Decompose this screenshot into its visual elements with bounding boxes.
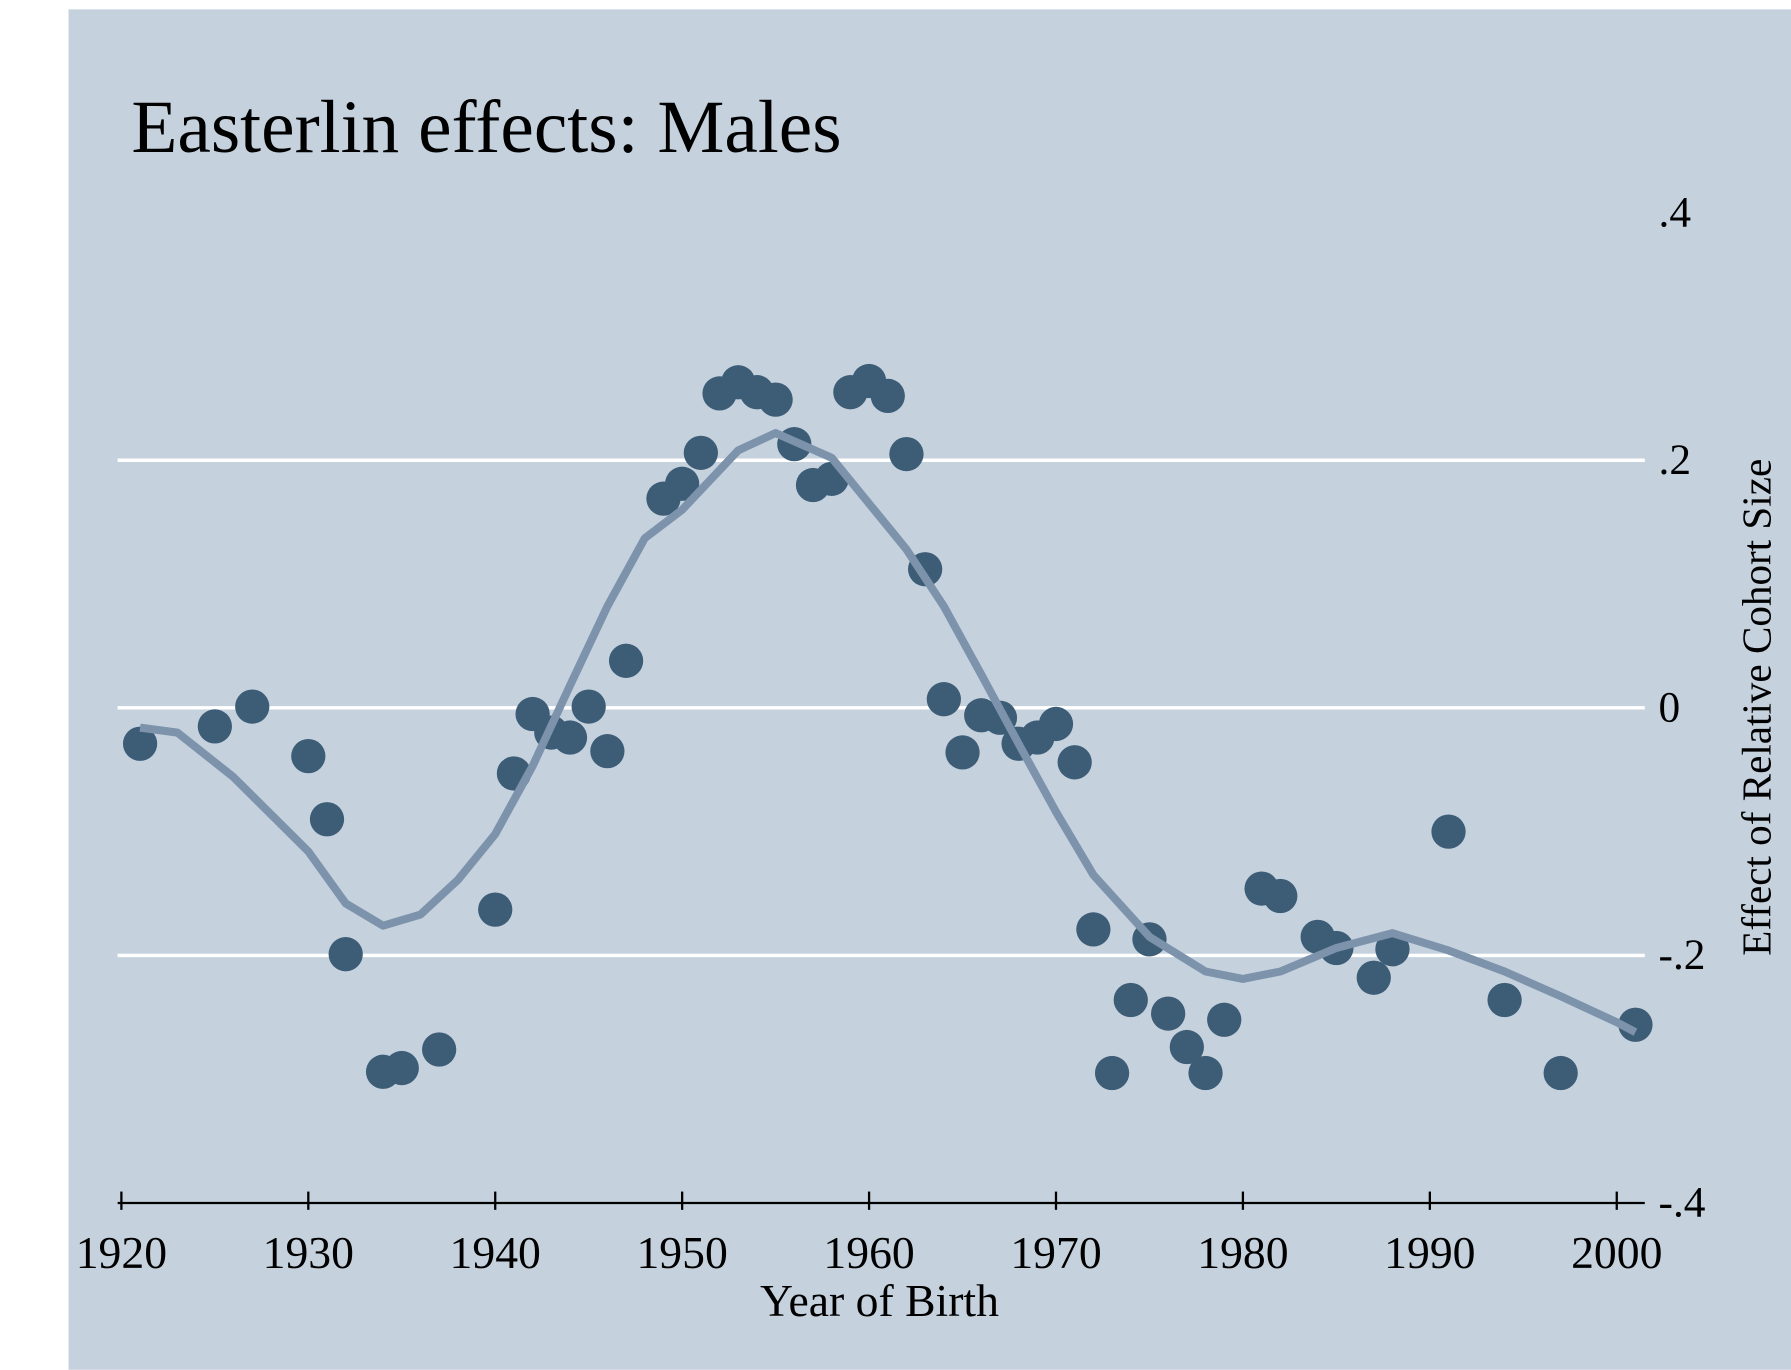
chart-title: Easterlin effects: Males xyxy=(131,86,841,169)
point xyxy=(1356,960,1391,995)
point xyxy=(608,643,644,678)
point xyxy=(1431,814,1466,849)
x-tick-label: 2000 xyxy=(1571,1227,1662,1278)
point xyxy=(122,726,158,761)
point xyxy=(197,709,232,744)
point xyxy=(1151,996,1186,1031)
x-tick-label: 1930 xyxy=(263,1227,354,1278)
x-tick-label: 1980 xyxy=(1197,1227,1288,1278)
point xyxy=(291,738,326,774)
point xyxy=(590,734,625,769)
x-tick-label: 1940 xyxy=(450,1227,541,1278)
x-axis-title: Year of Birth xyxy=(760,1275,999,1326)
point xyxy=(758,382,793,417)
y-tick-label: -.4 xyxy=(1659,1179,1706,1227)
x-tick-label: 1970 xyxy=(1010,1227,1101,1278)
point xyxy=(1487,982,1522,1018)
point xyxy=(1057,745,1092,780)
point xyxy=(552,720,588,755)
point xyxy=(1207,1002,1242,1037)
point xyxy=(1076,912,1111,947)
point xyxy=(384,1050,419,1086)
point xyxy=(1618,1007,1653,1042)
point xyxy=(309,802,345,837)
point xyxy=(665,466,700,501)
x-tick-label: 1920 xyxy=(76,1227,167,1278)
point xyxy=(1188,1055,1223,1091)
y-tick-label: 0 xyxy=(1659,684,1681,732)
point xyxy=(1263,878,1298,914)
point xyxy=(683,435,718,470)
point xyxy=(1375,932,1410,967)
point xyxy=(571,689,606,724)
y-tick-label: .4 xyxy=(1659,188,1692,236)
point xyxy=(945,735,980,770)
point xyxy=(328,937,363,972)
fit-line xyxy=(139,429,1638,1036)
point xyxy=(870,378,905,414)
point xyxy=(235,689,270,724)
point xyxy=(1094,1055,1130,1091)
point xyxy=(1038,706,1074,742)
x-tick-label: 1960 xyxy=(823,1227,914,1278)
point xyxy=(889,436,924,472)
point xyxy=(1113,982,1148,1018)
point xyxy=(478,892,513,927)
point xyxy=(422,1032,457,1067)
point xyxy=(1543,1055,1578,1091)
y-axis-title: Effect of Relative Cohort Size xyxy=(1733,459,1779,956)
point xyxy=(926,682,961,717)
y-tick-label: -.2 xyxy=(1659,931,1706,979)
point xyxy=(1169,1029,1204,1065)
x-tick-label: 1990 xyxy=(1384,1227,1475,1278)
y-tick-label: .2 xyxy=(1659,436,1692,484)
x-tick-label: 1950 xyxy=(636,1227,727,1278)
